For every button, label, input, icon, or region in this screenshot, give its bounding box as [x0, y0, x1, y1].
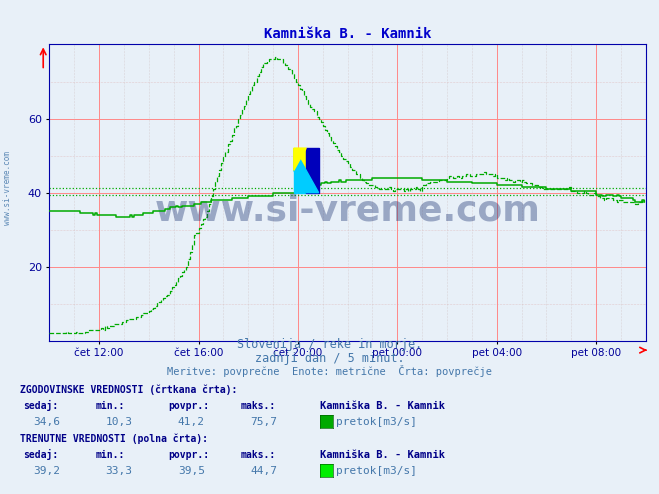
Text: 33,3: 33,3: [105, 466, 132, 476]
Text: 39,2: 39,2: [33, 466, 60, 476]
Text: sedaj:: sedaj:: [23, 449, 58, 460]
Text: 39,5: 39,5: [178, 466, 205, 476]
Title: Kamniška B. - Kamnik: Kamniška B. - Kamnik: [264, 27, 432, 41]
Text: Kamniška B. - Kamnik: Kamniška B. - Kamnik: [320, 450, 445, 460]
Text: min.:: min.:: [96, 401, 125, 411]
Text: maks.:: maks.:: [241, 401, 275, 411]
Text: pretok[m3/s]: pretok[m3/s]: [336, 417, 417, 427]
Text: 10,3: 10,3: [105, 417, 132, 427]
Text: zadnji dan / 5 minut.: zadnji dan / 5 minut.: [254, 352, 405, 365]
Text: 41,2: 41,2: [178, 417, 205, 427]
Polygon shape: [294, 148, 319, 193]
Polygon shape: [294, 148, 306, 170]
Text: Meritve: povprečne  Enote: metrične  Črta: povprečje: Meritve: povprečne Enote: metrične Črta:…: [167, 365, 492, 377]
Text: 75,7: 75,7: [250, 417, 277, 427]
Text: povpr.:: povpr.:: [168, 450, 209, 460]
Text: Kamniška B. - Kamnik: Kamniška B. - Kamnik: [320, 401, 445, 411]
Text: 34,6: 34,6: [33, 417, 60, 427]
Text: 44,7: 44,7: [250, 466, 277, 476]
Text: www.si-vreme.com: www.si-vreme.com: [3, 151, 13, 225]
Text: Slovenija / reke in morje.: Slovenija / reke in morje.: [237, 338, 422, 351]
Text: pretok[m3/s]: pretok[m3/s]: [336, 466, 417, 476]
Text: povpr.:: povpr.:: [168, 401, 209, 411]
Text: min.:: min.:: [96, 450, 125, 460]
Text: TRENUTNE VREDNOSTI (polna črta):: TRENUTNE VREDNOSTI (polna črta):: [20, 433, 208, 444]
Text: maks.:: maks.:: [241, 450, 275, 460]
Text: ZGODOVINSKE VREDNOSTI (črtkana črta):: ZGODOVINSKE VREDNOSTI (črtkana črta):: [20, 384, 237, 395]
Text: sedaj:: sedaj:: [23, 400, 58, 411]
Text: www.si-vreme.com: www.si-vreme.com: [155, 194, 540, 227]
Bar: [294, 148, 306, 170]
Bar: [306, 148, 319, 193]
Bar: [294, 170, 306, 193]
